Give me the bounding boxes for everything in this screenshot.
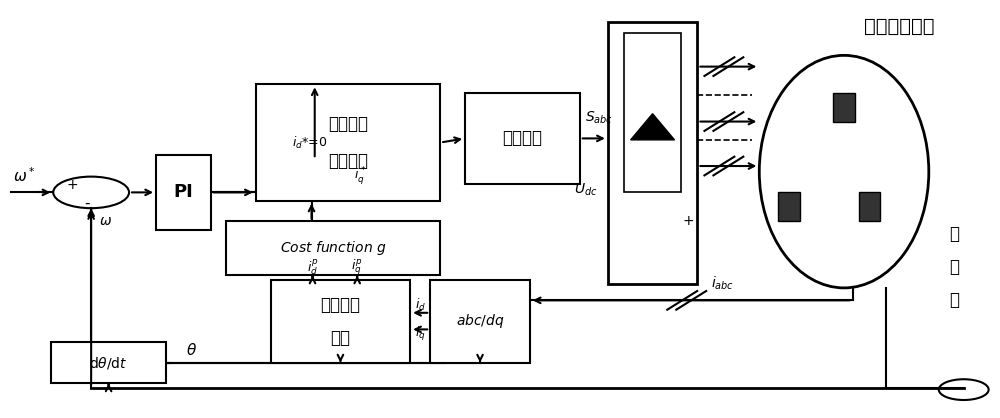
Text: $i_q^*$: $i_q^*$: [354, 165, 366, 187]
FancyBboxPatch shape: [256, 84, 440, 201]
Text: $i_q$: $i_q$: [415, 324, 426, 343]
Text: 矢量选择: 矢量选择: [328, 152, 368, 170]
Text: $abc/dq$: $abc/dq$: [456, 312, 504, 330]
FancyBboxPatch shape: [430, 280, 530, 363]
Text: $\omega$: $\omega$: [99, 214, 112, 228]
FancyBboxPatch shape: [778, 192, 800, 221]
Text: $U_{dc}$: $U_{dc}$: [574, 181, 598, 198]
FancyBboxPatch shape: [624, 33, 681, 192]
Text: $i_d^p$: $i_d^p$: [307, 257, 318, 277]
FancyBboxPatch shape: [465, 93, 580, 184]
Text: 编: 编: [949, 225, 959, 243]
Text: +: +: [66, 178, 78, 191]
Text: PI: PI: [174, 184, 193, 201]
Text: $i_q^p$: $i_q^p$: [351, 257, 363, 277]
Text: 码: 码: [949, 258, 959, 276]
FancyBboxPatch shape: [608, 22, 697, 284]
Text: -: -: [85, 196, 90, 211]
Text: 电流预测: 电流预测: [320, 296, 360, 314]
FancyBboxPatch shape: [271, 280, 410, 363]
FancyBboxPatch shape: [226, 222, 440, 275]
Text: $i_{abc}$: $i_{abc}$: [711, 275, 734, 293]
Text: $i_d$: $i_d$: [415, 296, 426, 313]
Text: 开关信号: 开关信号: [502, 130, 542, 148]
Text: $i_d$*=0: $i_d$*=0: [292, 135, 327, 150]
Text: 永磁同步电机: 永磁同步电机: [864, 17, 934, 36]
Text: $\theta$: $\theta$: [186, 342, 197, 358]
FancyBboxPatch shape: [156, 155, 211, 230]
FancyBboxPatch shape: [51, 342, 166, 383]
Text: 器: 器: [949, 291, 959, 309]
Text: Cost function $g$: Cost function $g$: [280, 240, 386, 257]
Text: $\omega^*$: $\omega^*$: [13, 166, 36, 185]
Text: d$\theta$/d$t$: d$\theta$/d$t$: [89, 354, 128, 371]
FancyBboxPatch shape: [833, 93, 855, 122]
Text: $S_{abc}$: $S_{abc}$: [585, 110, 613, 126]
FancyBboxPatch shape: [859, 192, 880, 221]
Text: 模型: 模型: [330, 329, 350, 347]
Polygon shape: [631, 114, 675, 140]
Text: +: +: [682, 214, 694, 228]
Text: 最优电压: 最优电压: [328, 115, 368, 133]
